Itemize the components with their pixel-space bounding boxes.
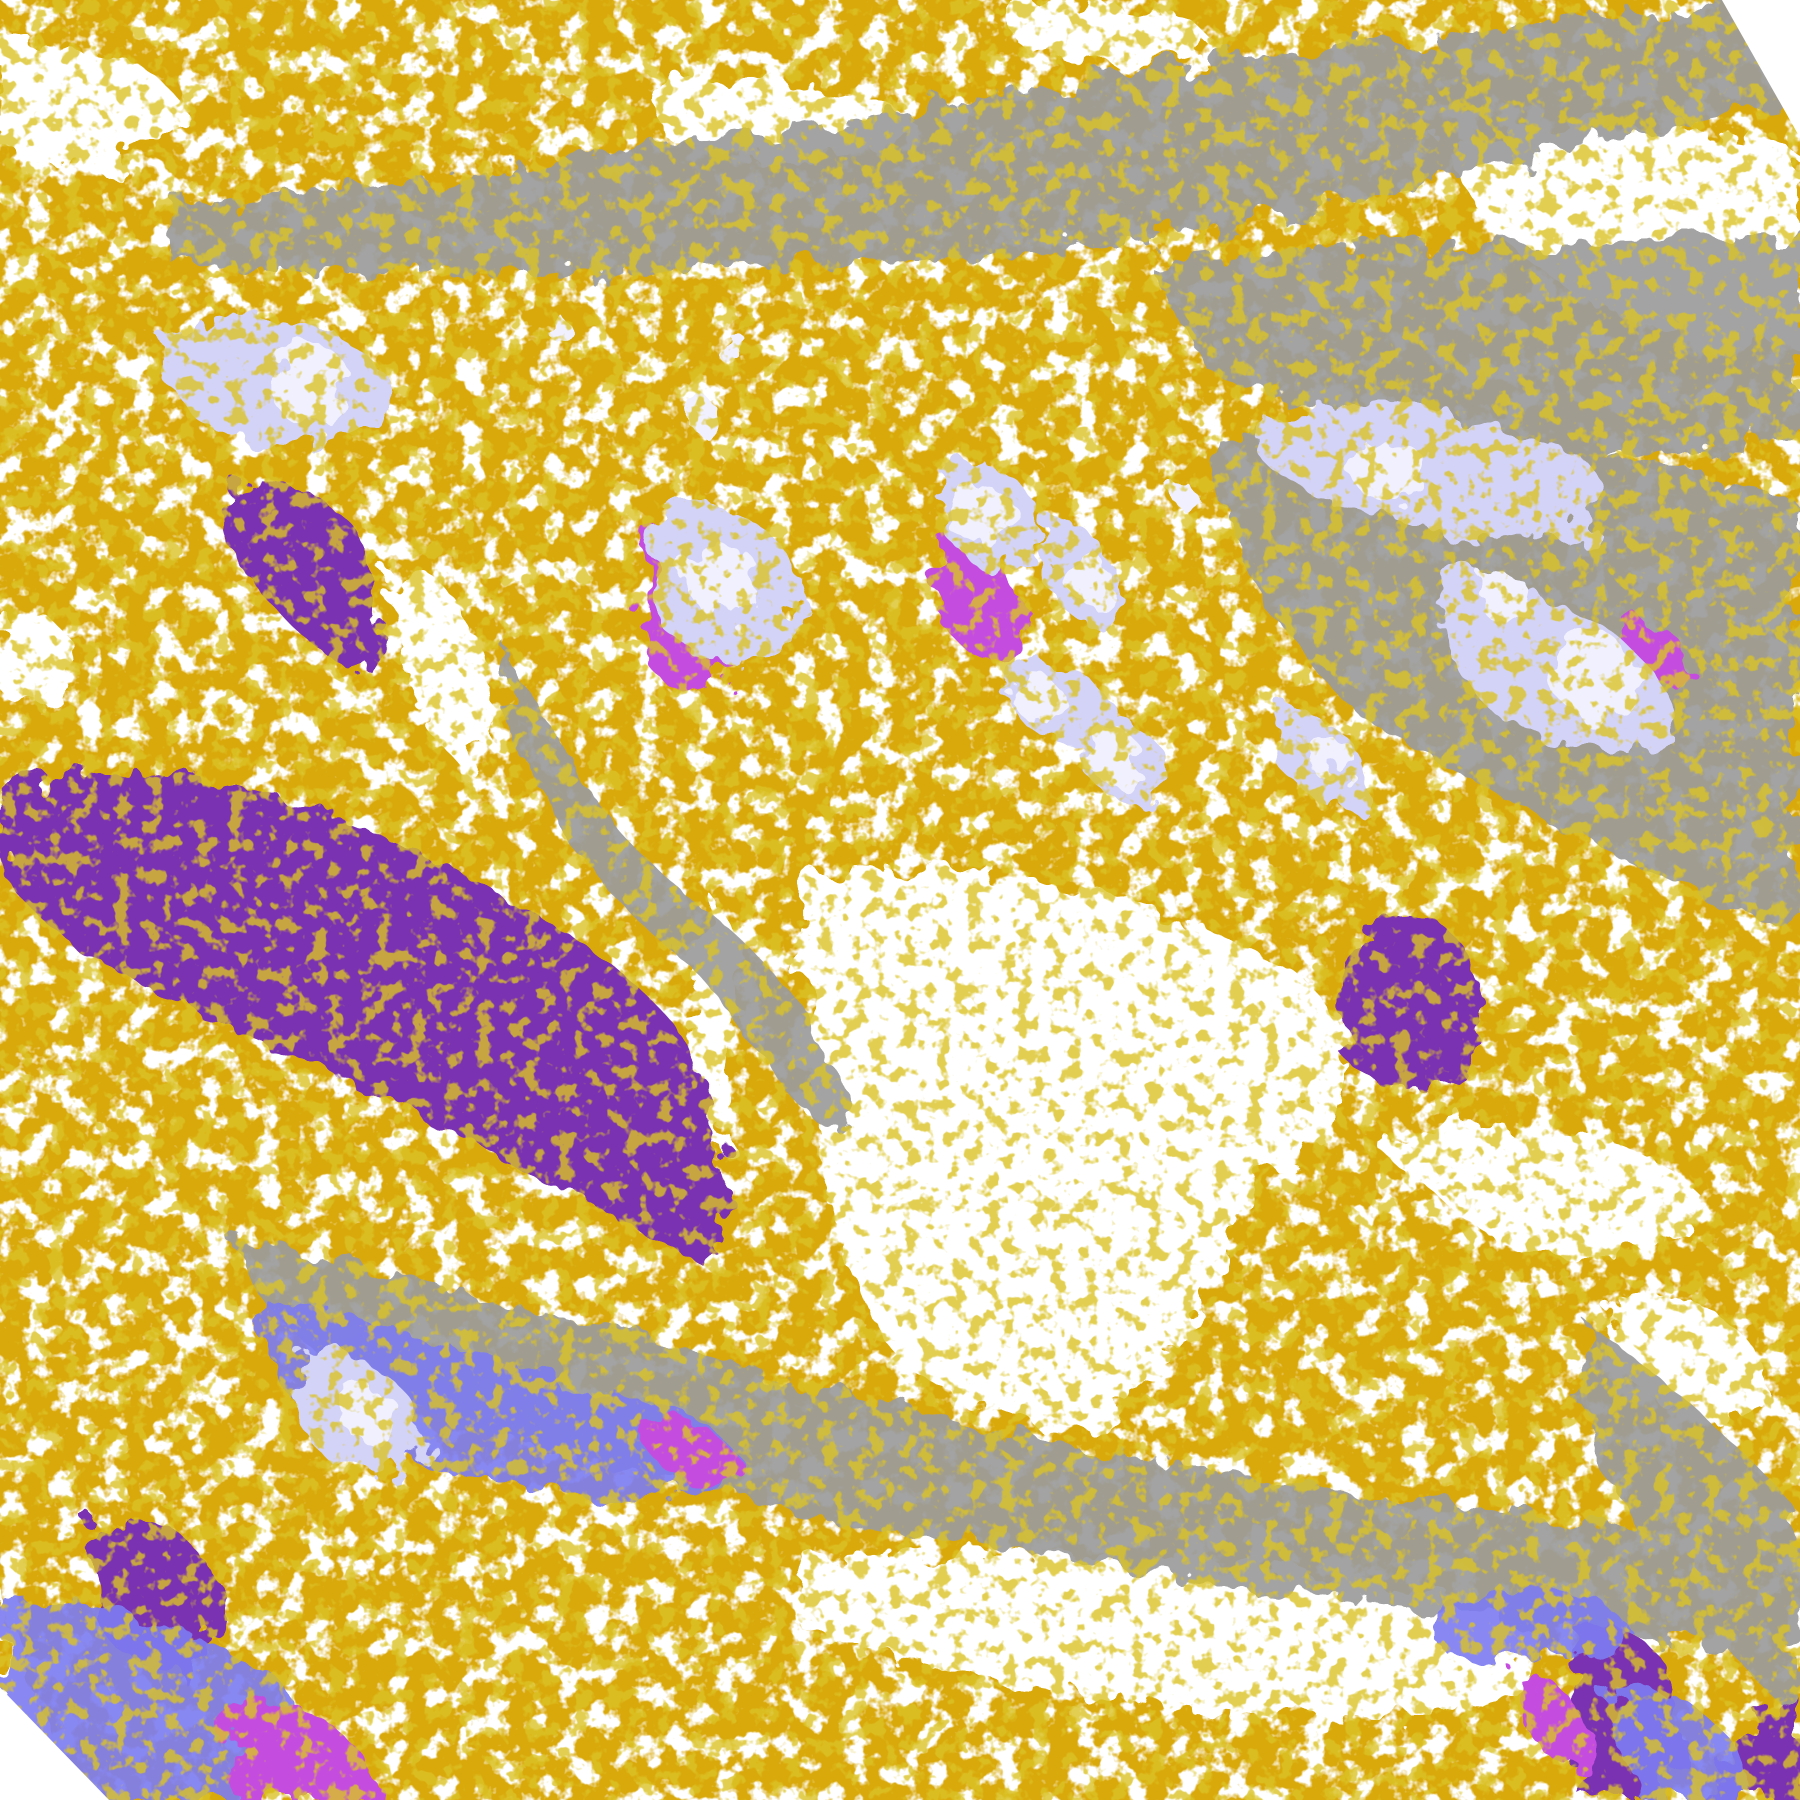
off-disk-corner	[0, 1687, 110, 1800]
